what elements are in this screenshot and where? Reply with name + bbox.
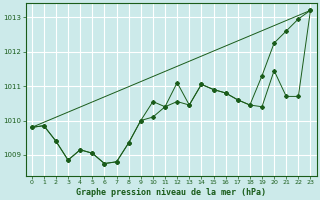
X-axis label: Graphe pression niveau de la mer (hPa): Graphe pression niveau de la mer (hPa) <box>76 188 266 197</box>
